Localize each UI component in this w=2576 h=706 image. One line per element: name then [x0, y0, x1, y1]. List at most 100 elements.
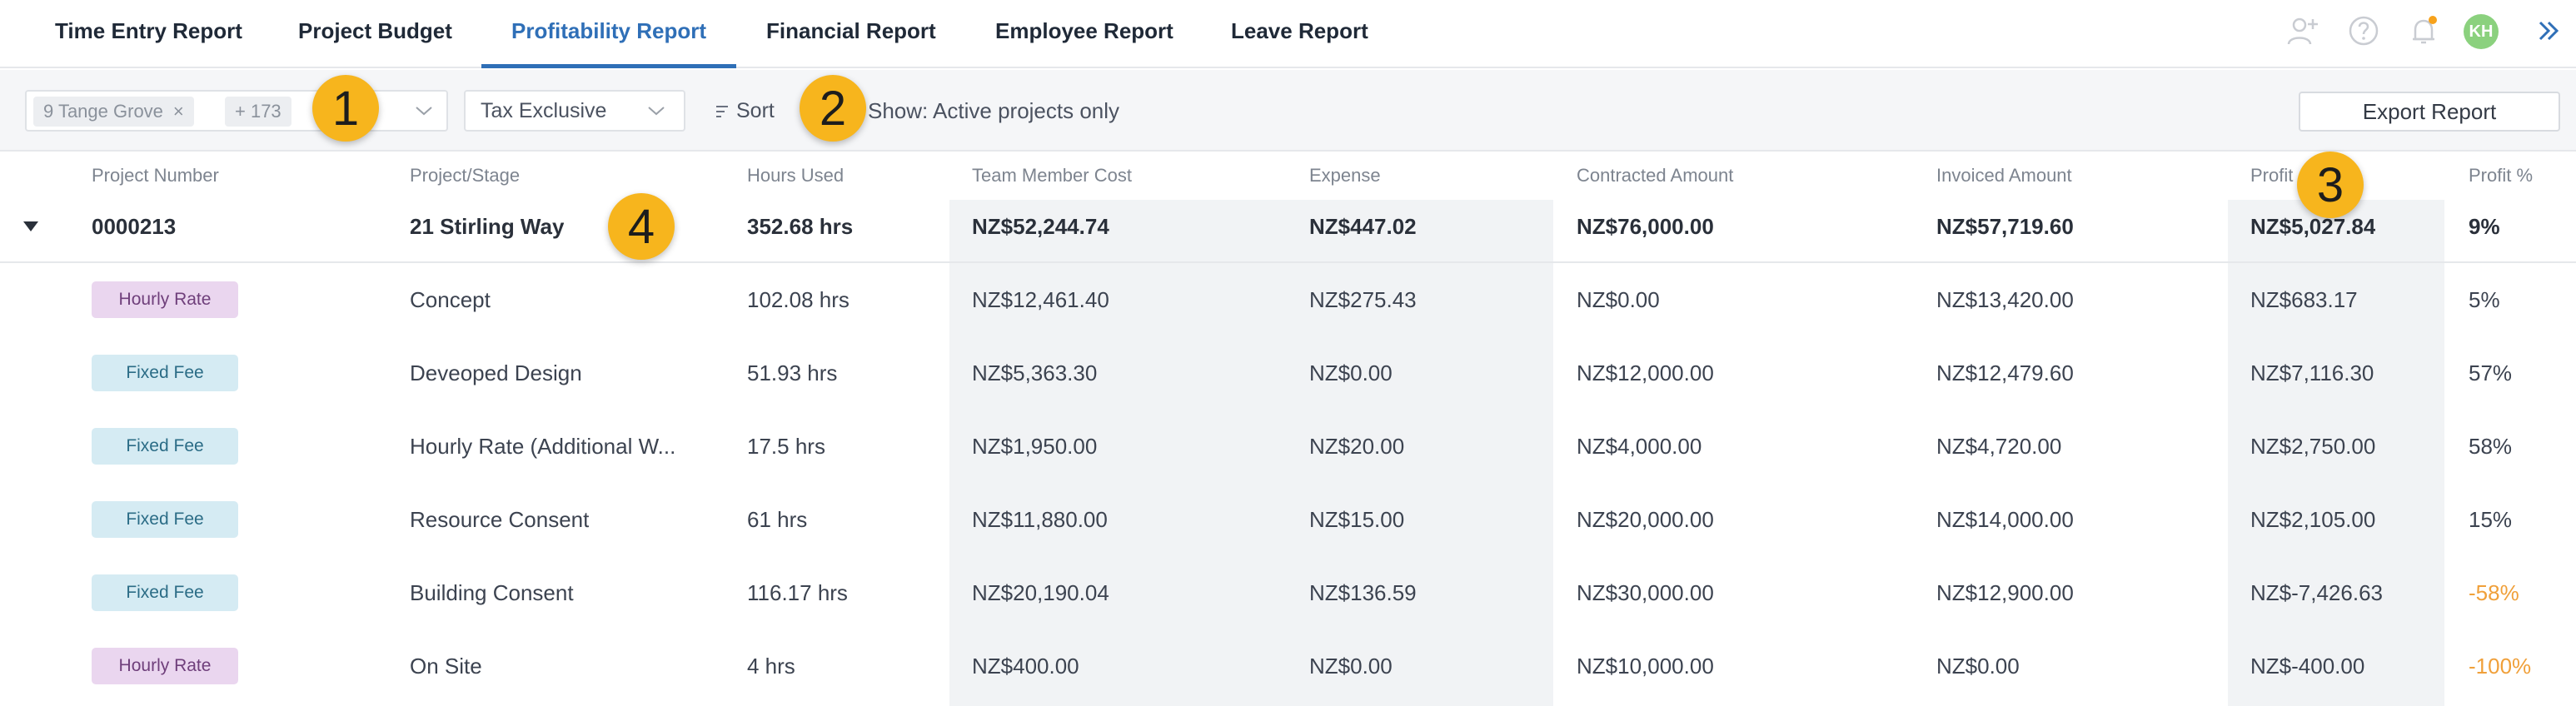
profit-percent: 5% [2469, 287, 2500, 312]
expense: NZ$0.00 [1309, 360, 1393, 385]
table-row[interactable]: Fixed Fee Building Consent 116.17 hrs NZ… [0, 556, 2576, 629]
expense: NZ$275.43 [1309, 287, 1417, 312]
hours-used: 61 hrs [747, 507, 808, 532]
table-row[interactable]: Hourly Rate Concept 102.08 hrs NZ$12,461… [0, 263, 2576, 336]
table-row[interactable]: Fixed Fee Resource Consent 61 hrs NZ$11,… [0, 483, 2576, 556]
hours-used: 4 hrs [747, 654, 795, 679]
cost-columns-shade [949, 200, 1553, 706]
help-icon[interactable] [2347, 14, 2380, 47]
team-member-cost: NZ$5,363.30 [972, 360, 1098, 385]
expand-icon[interactable] [2532, 14, 2565, 47]
stage-name: Resource Consent [410, 507, 590, 532]
user-avatar[interactable]: KH [2464, 14, 2499, 49]
stage-name: Deveoped Design [410, 360, 582, 385]
col-invoiced-amount[interactable]: Invoiced Amount [1936, 165, 2072, 186]
fee-type-badge: Fixed Fee [92, 355, 238, 391]
stage-name: Building Consent [410, 580, 574, 605]
callout-4: 4 [608, 193, 675, 260]
hours-used: 51.93 hrs [747, 360, 838, 385]
project-chip[interactable]: 9 Tange Grove × [33, 97, 194, 127]
profit: NZ$683.17 [2250, 287, 2358, 312]
add-user-icon[interactable] [2286, 14, 2319, 47]
col-project-stage[interactable]: Project/Stage [410, 165, 521, 186]
invoiced-amount: NZ$4,720.00 [1936, 434, 2062, 459]
expense: NZ$0.00 [1309, 654, 1393, 679]
profit: NZ$-7,426.63 [2250, 580, 2383, 605]
invoiced-amount: NZ$14,000.00 [1936, 507, 2074, 532]
bell-icon[interactable] [2407, 14, 2440, 47]
invoiced-amount: NZ$0.00 [1936, 654, 2020, 679]
export-report-button[interactable]: Export Report [2299, 92, 2560, 132]
profit: NZ$2,105.00 [2250, 507, 2376, 532]
collapse-caret-icon[interactable] [23, 221, 38, 231]
invoiced-amount: NZ$13,420.00 [1936, 287, 2074, 312]
tab-leave-report[interactable]: Leave Report [1231, 18, 1368, 43]
fee-type-badge: Hourly Rate [92, 648, 238, 684]
col-profit-percent[interactable]: Profit % [2469, 165, 2534, 186]
stage-name: Hourly Rate (Additional W... [410, 434, 676, 459]
profit-percent: 58% [2469, 434, 2513, 459]
fee-type-badge: Fixed Fee [92, 574, 238, 611]
table-row[interactable]: Fixed Fee Deveoped Design 51.93 hrs NZ$5… [0, 336, 2576, 410]
tab-employee-report[interactable]: Employee Report [995, 18, 1173, 43]
profit-percent: 57% [2469, 360, 2513, 385]
project-group-row[interactable]: 0000213 21 Stirling Way 352.68 hrs NZ$52… [0, 190, 2576, 263]
filter-bar: 9 Tange Grove × + 173 Tax Exclusive Sort … [0, 70, 2576, 152]
remove-chip-icon[interactable]: × [172, 101, 184, 122]
sort-icon [716, 106, 728, 118]
expense: NZ$20.00 [1309, 434, 1405, 459]
invoiced-amount: NZ$57,719.60 [1936, 214, 2074, 239]
profit-percent: 9% [2469, 214, 2500, 239]
profit-percent: 15% [2469, 507, 2513, 532]
chevron-down-icon [416, 107, 432, 116]
tab-project-budget[interactable]: Project Budget [298, 18, 452, 43]
tab-financial-report[interactable]: Financial Report [766, 18, 936, 43]
hours-used: 352.68 hrs [747, 214, 854, 239]
profit: NZ$-400.00 [2250, 654, 2365, 679]
project-number: 0000213 [92, 214, 177, 239]
team-member-cost: NZ$11,880.00 [972, 507, 1108, 532]
table-header: Project Number Project/Stage Hours Used … [0, 153, 2576, 200]
active-projects-toggle[interactable]: Show: Active projects only [868, 98, 1120, 123]
invoiced-amount: NZ$12,900.00 [1936, 580, 2074, 605]
callout-2: 2 [800, 75, 866, 142]
col-expense[interactable]: Expense [1309, 165, 1381, 186]
profit-percent: -100% [2469, 654, 2532, 679]
team-member-cost: NZ$20,190.04 [972, 580, 1109, 605]
stage-name: Concept [410, 287, 491, 312]
notification-dot [2429, 16, 2437, 24]
table-row[interactable]: Hourly Rate On Site 4 hrs NZ$400.00 NZ$0… [0, 629, 2576, 703]
contracted-amount: NZ$10,000.00 [1577, 654, 1714, 679]
tax-mode-select[interactable]: Tax Exclusive [464, 90, 685, 132]
contracted-amount: NZ$0.00 [1577, 287, 1660, 312]
team-member-cost: NZ$1,950.00 [972, 434, 1098, 459]
team-member-cost: NZ$52,244.74 [972, 214, 1109, 239]
fee-type-badge: Fixed Fee [92, 501, 238, 538]
profit: NZ$2,750.00 [2250, 434, 2376, 459]
profit-percent: -58% [2469, 580, 2519, 605]
tab-profitability-report[interactable]: Profitability Report [481, 0, 737, 68]
report-tabs-bar: Time Entry Report Project Budget Profita… [0, 0, 2576, 68]
invoiced-amount: NZ$12,479.60 [1936, 360, 2074, 385]
col-team-member-cost[interactable]: Team Member Cost [972, 165, 1132, 186]
profit-column-shade [2228, 200, 2444, 706]
sort-button[interactable]: Sort [715, 90, 775, 132]
chevron-down-icon [648, 107, 665, 116]
tab-time-entry-report[interactable]: Time Entry Report [55, 18, 242, 43]
expense: NZ$136.59 [1309, 580, 1417, 605]
col-profit[interactable]: Profit [2250, 165, 2294, 186]
project-name: 21 Stirling Way [410, 214, 565, 239]
table-row[interactable]: Fixed Fee Hourly Rate (Additional W... 1… [0, 410, 2576, 483]
profit: NZ$7,116.30 [2250, 360, 2374, 385]
col-project-number[interactable]: Project Number [92, 165, 219, 186]
hours-used: 17.5 hrs [747, 434, 825, 459]
more-projects-chip[interactable]: + 173 [225, 97, 291, 127]
contracted-amount: NZ$76,000.00 [1577, 214, 1714, 239]
project-filter-select[interactable]: 9 Tange Grove × + 173 [25, 90, 448, 132]
expense: NZ$15.00 [1309, 507, 1405, 532]
stage-name: On Site [410, 654, 482, 679]
hours-used: 116.17 hrs [747, 580, 848, 605]
fee-type-badge: Fixed Fee [92, 428, 238, 465]
col-contracted-amount[interactable]: Contracted Amount [1577, 165, 1734, 186]
col-hours-used[interactable]: Hours Used [747, 165, 845, 186]
